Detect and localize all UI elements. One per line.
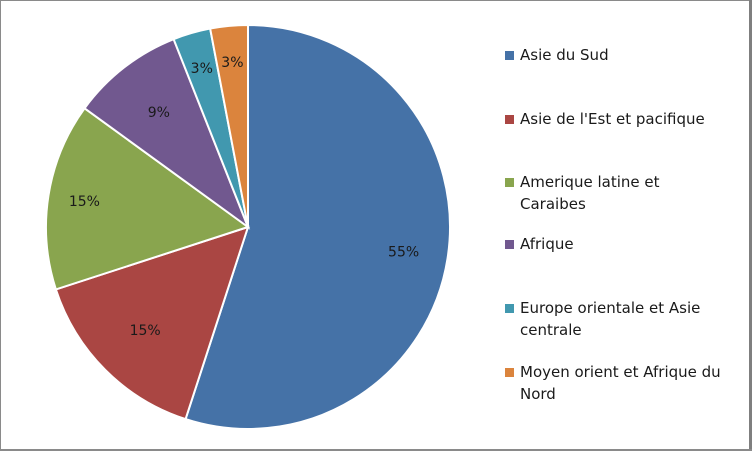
legend-swatch <box>505 368 514 377</box>
legend-item-asie-est-pacifique[interactable]: Asie de l'Est et pacifique <box>505 108 745 130</box>
pie-slice-2[interactable] <box>45 106 251 291</box>
legend-item-afrique[interactable]: Afrique <box>505 233 745 255</box>
legend-item-europe-orientale[interactable]: Europe orientale et Asie centrale <box>505 297 735 341</box>
pie-labels: 55% 15% 15% 9% 3% 3% <box>69 55 419 339</box>
legend-label: Asie du Sud <box>520 46 609 64</box>
legend-label: Amerique latine et Caraibes <box>520 173 660 213</box>
legend-label: Moyen orient et Afrique du Nord <box>520 363 721 403</box>
legend-label: Asie de l'Est et pacifique <box>520 110 705 128</box>
legend-item-amerique-latine[interactable]: Amerique latine et Caraibes <box>505 171 695 215</box>
legend-item-asie-du-sud[interactable]: Asie du Sud <box>505 44 745 66</box>
frame-border-bottom <box>0 449 752 451</box>
legend-swatch <box>505 304 514 313</box>
data-label: 15% <box>130 323 161 339</box>
legend-label: Afrique <box>520 235 574 253</box>
pie-slice-3[interactable] <box>83 37 251 230</box>
pie-slice-1[interactable] <box>54 225 250 421</box>
legend-swatch <box>505 178 514 187</box>
pie-slice-0[interactable] <box>184 23 451 430</box>
legend-swatch <box>505 51 514 60</box>
data-label: 15% <box>69 194 100 210</box>
legend-item-moyen-orient[interactable]: Moyen orient et Afrique du Nord <box>505 361 735 405</box>
data-label: 55% <box>388 245 419 261</box>
frame-border-right <box>749 0 752 451</box>
data-label: 3% <box>221 55 243 71</box>
data-label: 9% <box>148 105 170 121</box>
legend-swatch <box>505 115 514 124</box>
pie-slices <box>45 23 451 430</box>
legend-swatch <box>505 240 514 249</box>
pie-slice-5[interactable] <box>208 23 249 228</box>
data-label: 3% <box>191 61 213 77</box>
legend-label: Europe orientale et Asie centrale <box>520 299 701 339</box>
